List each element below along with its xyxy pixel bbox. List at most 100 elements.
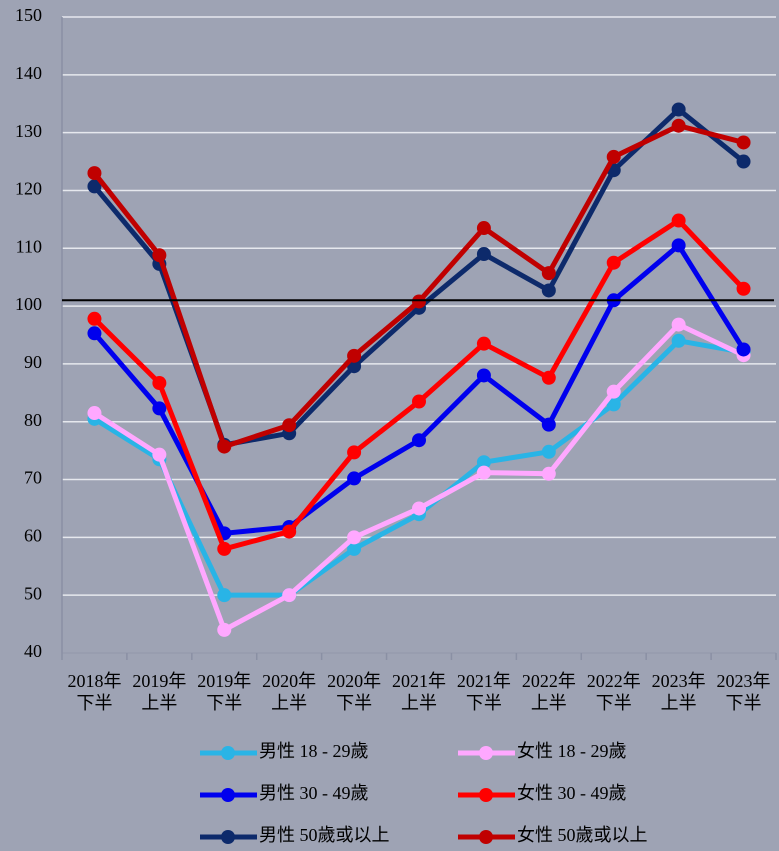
series-marker xyxy=(217,439,232,454)
series-marker xyxy=(476,465,491,480)
series-marker xyxy=(87,179,102,194)
series-marker xyxy=(347,348,362,363)
series-marker xyxy=(736,342,751,357)
x-tick-label-line: 2023年 xyxy=(717,671,771,691)
x-tick-label-line: 2022年 xyxy=(587,671,641,691)
x-tick-label-line: 下半 xyxy=(206,693,242,713)
series-marker xyxy=(282,524,297,539)
x-tick-label: 2020年上半 xyxy=(262,671,316,713)
x-tick-label-line: 上半 xyxy=(661,693,697,713)
x-tick-label-line: 2022年 xyxy=(522,671,576,691)
x-tick-label-line: 2020年 xyxy=(327,671,381,691)
series-marker xyxy=(606,149,621,164)
series-marker xyxy=(347,541,362,556)
series-marker xyxy=(87,311,102,326)
y-tick-label: 40 xyxy=(24,641,42,661)
series-marker xyxy=(347,471,362,486)
x-tick-label-line: 2023年 xyxy=(652,671,706,691)
y-tick-label: 120 xyxy=(15,179,42,199)
x-tick-label-line: 上半 xyxy=(141,693,177,713)
series-marker xyxy=(671,238,686,253)
x-tick-label-line: 下半 xyxy=(466,693,502,713)
series-marker xyxy=(152,248,167,263)
x-tick-label-line: 2019年 xyxy=(132,671,186,691)
x-tick-label-line: 下半 xyxy=(336,693,372,713)
x-tick-label: 2023年下半 xyxy=(717,671,771,713)
series-marker xyxy=(476,336,491,351)
series-marker xyxy=(152,375,167,390)
x-tick-label-line: 下半 xyxy=(596,693,632,713)
legend-label: 女性 18 - 29歲 xyxy=(517,741,627,761)
series-marker xyxy=(217,588,232,603)
y-tick-label: 130 xyxy=(15,121,42,141)
series-marker xyxy=(671,333,686,348)
x-tick-label-line: 上半 xyxy=(531,693,567,713)
y-tick-label: 140 xyxy=(15,63,42,83)
series-marker xyxy=(541,466,556,481)
series-marker xyxy=(412,294,426,309)
series-marker xyxy=(282,588,297,603)
x-tick-label-line: 2019年 xyxy=(197,671,251,691)
x-tick-label-line: 2018年 xyxy=(67,671,121,691)
series-marker xyxy=(541,266,556,281)
series-marker xyxy=(217,541,232,556)
x-tick-label-line: 下半 xyxy=(76,693,112,713)
x-tick-label: 2019年上半 xyxy=(132,671,186,713)
legend-marker xyxy=(221,830,235,844)
series-marker xyxy=(606,397,621,412)
series-marker xyxy=(476,221,491,236)
series-marker xyxy=(606,255,621,270)
y-tick-label: 110 xyxy=(16,236,42,256)
x-tick-label: 2023年上半 xyxy=(652,671,706,713)
series-marker xyxy=(152,401,167,416)
x-tick-label-line: 上半 xyxy=(401,693,437,713)
series-marker xyxy=(541,283,556,298)
series-marker xyxy=(476,247,491,262)
y-tick-label: 60 xyxy=(24,525,42,545)
x-tick-label: 2021年上半 xyxy=(392,671,446,713)
series-marker xyxy=(347,530,362,545)
legend-marker xyxy=(221,746,235,760)
x-tick-label: 2021年下半 xyxy=(457,671,511,713)
x-tick-label: 2019年下半 xyxy=(197,671,251,713)
series-marker xyxy=(736,281,751,296)
x-tick-label-line: 2020年 xyxy=(262,671,316,691)
series-marker xyxy=(87,406,102,421)
series-marker xyxy=(671,118,686,133)
series-marker xyxy=(736,135,751,150)
series-marker xyxy=(736,154,751,169)
legend-marker xyxy=(479,830,493,844)
series-marker xyxy=(87,326,102,341)
legend-label: 女性 50歲或以上 xyxy=(517,825,648,845)
legend-label: 男性 50歲或以上 xyxy=(259,825,390,845)
series-marker xyxy=(671,213,686,228)
series-marker xyxy=(606,384,621,399)
series-marker xyxy=(541,370,556,385)
series-marker xyxy=(476,455,491,470)
series-marker xyxy=(476,368,491,383)
y-tick-label: 80 xyxy=(24,410,42,430)
x-tick-label: 2020年下半 xyxy=(327,671,381,713)
series-marker xyxy=(541,417,556,432)
y-tick-label: 100 xyxy=(15,294,42,314)
legend-label: 女性 30 - 49歲 xyxy=(517,783,627,803)
legend-marker xyxy=(479,746,493,760)
y-tick-label: 90 xyxy=(24,352,42,372)
series-marker xyxy=(412,394,426,409)
legend-marker xyxy=(221,788,235,802)
series-marker xyxy=(671,317,686,332)
series-marker xyxy=(412,433,426,448)
series-marker xyxy=(671,102,686,117)
legend-label: 男性 18 - 29歲 xyxy=(259,741,369,761)
x-tick-label: 2022年上半 xyxy=(522,671,576,713)
series-marker xyxy=(282,418,297,433)
series-marker xyxy=(347,445,362,460)
x-tick-label-line: 上半 xyxy=(271,693,307,713)
series-marker xyxy=(87,166,102,181)
y-tick-label: 50 xyxy=(24,583,42,603)
series-marker xyxy=(152,447,167,462)
y-tick-label: 70 xyxy=(24,468,42,488)
legend-marker xyxy=(479,788,493,802)
x-tick-label-line: 下半 xyxy=(726,693,762,713)
series-marker xyxy=(217,622,232,637)
